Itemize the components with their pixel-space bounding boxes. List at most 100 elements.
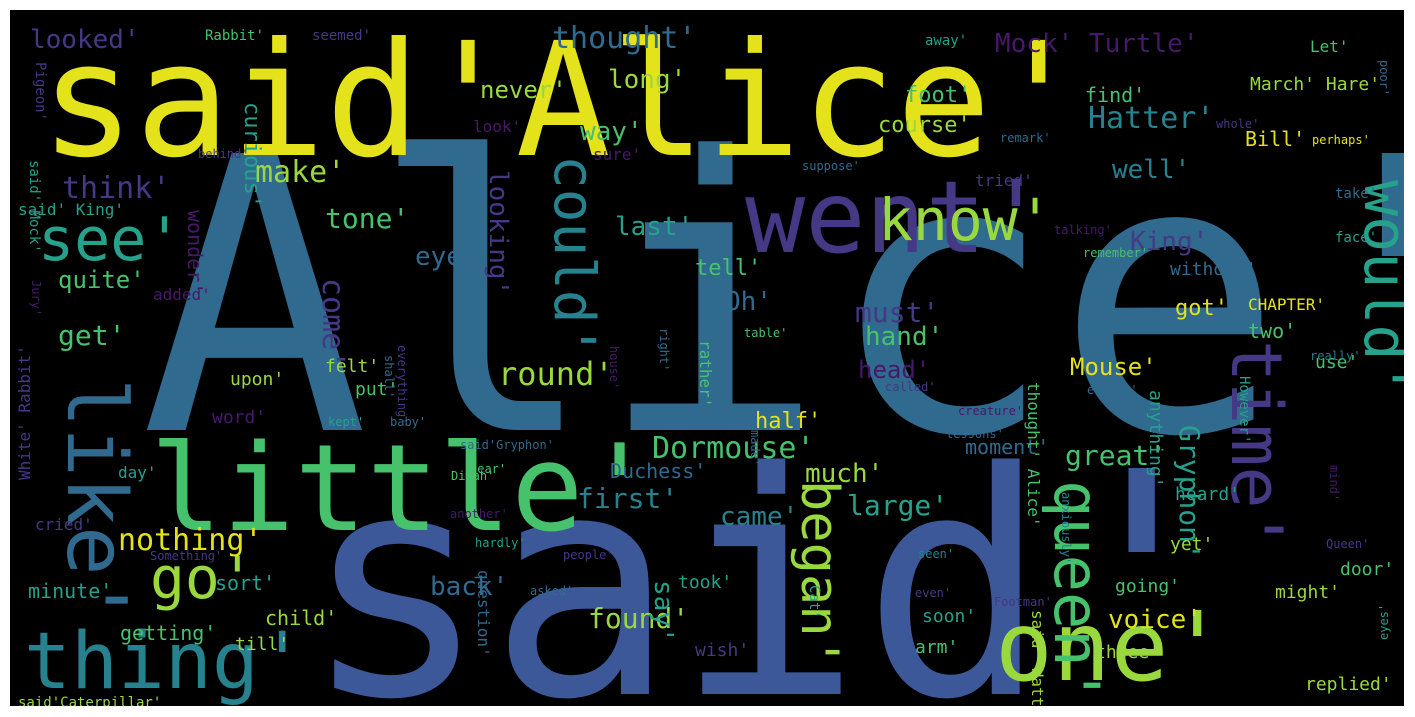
word-poor: poor' <box>1377 60 1391 96</box>
word-enough: enough' <box>1087 383 1138 397</box>
word-took: took' <box>678 572 732 593</box>
word-said-gryphon: said'Gryphon' <box>460 438 554 452</box>
word-cat: Cat' <box>806 585 822 619</box>
word-found: found' <box>588 602 689 635</box>
word-footman: Footman' <box>994 595 1052 609</box>
word-looking: looking' <box>483 170 513 295</box>
word-said-hatter: said' Hatter' <box>1028 610 1047 706</box>
word-face: face' <box>1335 230 1377 246</box>
word-said-caterpillar: said'Caterpillar' <box>18 695 161 706</box>
word-said-king: said' King' <box>18 200 124 219</box>
word-sort: sort' <box>215 571 275 595</box>
word-asked: asked' <box>530 584 573 598</box>
word-nothing: nothing' <box>118 523 263 558</box>
word-cloud: Alice'said' said'Alice' little' went'know' w… <box>15 10 1404 706</box>
word-mock-turtle: Mock' Turtle' <box>995 29 1199 59</box>
word-minute: minute' <box>28 579 112 603</box>
word-bill: Bill' <box>1245 127 1305 151</box>
word-time: time' <box>1215 340 1297 551</box>
word-find: find' <box>1085 83 1145 107</box>
word-felt: felt' <box>325 356 379 377</box>
word-dinah: Dinah' <box>451 469 494 483</box>
word-jury: Jury' <box>29 280 43 316</box>
word-get: get' <box>58 319 125 352</box>
word-said-alice: said'Alice' <box>40 10 1086 193</box>
word-back: back' <box>430 572 508 602</box>
word-quite: quite' <box>58 266 145 294</box>
word-see: see' <box>38 205 183 275</box>
word-shall: shall' <box>382 355 396 398</box>
word-queen: queen' <box>1040 480 1113 704</box>
word-even: even' <box>915 586 951 600</box>
word-voice: voice' <box>1108 605 1202 635</box>
word-remark: remark' <box>1000 131 1051 145</box>
word-suppose: suppose' <box>802 159 860 173</box>
word-house: house' <box>607 346 621 389</box>
word-seemed: seemed' <box>312 28 371 44</box>
word-upon: upon' <box>230 369 284 390</box>
word-way: way' <box>580 117 643 147</box>
word-would: would' <box>1350 180 1404 397</box>
word-think: think' <box>62 171 170 206</box>
word-talking: talking' <box>1054 223 1112 237</box>
word-never: never' <box>480 76 567 104</box>
word-began: began' <box>789 480 849 668</box>
word-thought: thought' <box>552 21 697 56</box>
word-much: much' <box>805 459 883 489</box>
word-away: away' <box>925 33 967 49</box>
word-queen: Queen' <box>1326 537 1369 551</box>
word-anxiously: anxiously' <box>1059 492 1073 564</box>
word-hand: hand' <box>865 322 943 352</box>
word-rather: rather' <box>696 340 715 407</box>
word-day: day' <box>118 463 157 482</box>
word-little: little' <box>150 420 656 559</box>
word-tone: tone' <box>325 202 409 235</box>
word-tried: tried' <box>975 171 1033 190</box>
word-moment: moment' <box>965 435 1049 459</box>
word-pigeon: Pigeon' <box>32 62 48 121</box>
word-dormouse: Dormouse' <box>652 431 815 466</box>
word-getting: getting' <box>120 621 216 645</box>
word-door: door' <box>1340 559 1394 580</box>
word-replied: replied' <box>1305 674 1392 695</box>
word-white-rabbit: White' Rabbit' <box>15 345 34 480</box>
word-said-mock: said' Mock' <box>26 160 42 253</box>
word-whole: whole' <box>1216 117 1259 131</box>
word-course: course' <box>878 113 971 138</box>
word-lessons: lessons' <box>946 427 1004 441</box>
word-seen: seen' <box>918 547 954 561</box>
word-make: make' <box>255 155 345 190</box>
word-know: know' <box>878 186 1053 254</box>
word-tell: tell' <box>695 256 761 281</box>
word-right: right' <box>657 328 671 371</box>
word-oh: Oh' <box>725 287 772 317</box>
word-king: King' <box>1130 227 1208 257</box>
word-last: last' <box>615 212 693 242</box>
word-perhaps: perhaps' <box>1312 133 1370 147</box>
word-got: got' <box>1175 296 1228 321</box>
word-three: three' <box>1095 642 1160 663</box>
word-without: without' <box>1170 259 1257 280</box>
word-something: Something' <box>150 549 222 563</box>
word-going: going' <box>1115 576 1180 597</box>
word-soon: soon' <box>922 606 976 627</box>
word-sure: sure' <box>593 145 641 164</box>
word-great: great' <box>1065 439 1166 472</box>
word-put: put' <box>355 379 398 400</box>
word-like: like' <box>48 378 143 625</box>
word-go: go' <box>150 544 255 612</box>
word-foot: foot' <box>905 83 971 108</box>
word-could: could' <box>541 155 606 357</box>
word-alice: Alice' <box>140 77 1404 520</box>
word-heard: heard' <box>1175 484 1240 505</box>
word-behind: behind' <box>198 147 249 161</box>
word-mouse: Mouse' <box>1070 353 1157 381</box>
word-mind: mind' <box>1327 465 1341 501</box>
word-called: called' <box>885 380 936 394</box>
word-rabbit: Rabbit' <box>205 28 264 44</box>
word-remember: remember' <box>1083 246 1148 260</box>
word-two: two' <box>1248 319 1296 343</box>
word-table: table' <box>744 326 787 340</box>
word-well: well' <box>1112 155 1190 185</box>
word-look: look' <box>473 117 521 136</box>
